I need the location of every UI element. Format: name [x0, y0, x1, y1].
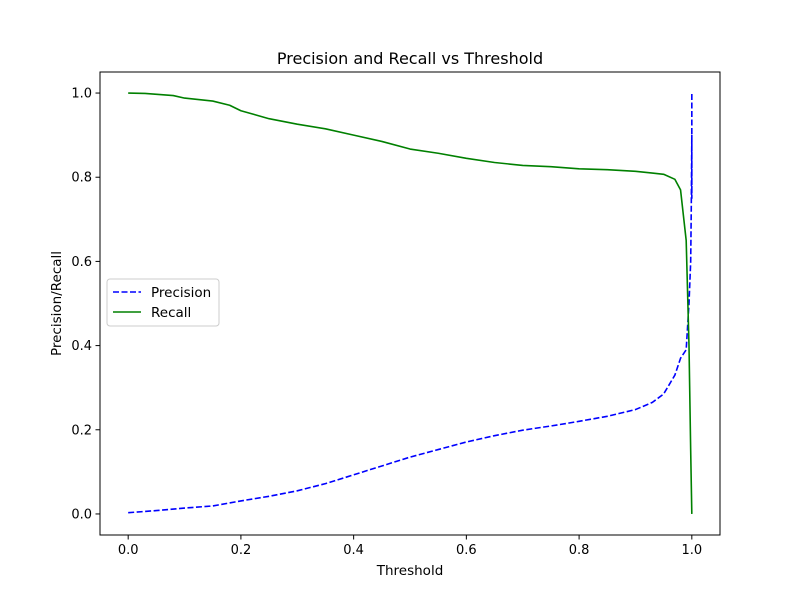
- series-line-recall: [128, 92, 693, 514]
- x-tick-label: 1.0: [681, 543, 702, 558]
- x-tick-label: 0.0: [118, 543, 139, 558]
- y-axis-ticks: 0.0 0.2 0.4 0.6 0.8 1.0: [71, 87, 100, 522]
- y-tick-label: 1.0: [71, 87, 92, 102]
- series-layer: [128, 92, 693, 514]
- y-axis-label: Precision/Recall: [49, 251, 65, 356]
- legend: Precision Recall: [106, 278, 220, 327]
- x-tick-label: 0.8: [569, 543, 590, 558]
- chart-title: Precision and Recall vs Threshold: [277, 49, 543, 68]
- legend-recall-label: Recall: [151, 305, 191, 321]
- x-axis-label: Threshold: [376, 563, 444, 579]
- x-axis-ticks: 0.0 0.2 0.4 0.6 0.8 1.0: [118, 535, 702, 558]
- x-tick-label: 0.2: [231, 543, 252, 558]
- x-tick-label: 0.6: [456, 543, 477, 558]
- legend-precision-label: Precision: [151, 285, 211, 301]
- legend-box: [106, 278, 220, 327]
- plot-frame: [99, 71, 721, 536]
- y-tick-label: 0.2: [71, 423, 92, 438]
- x-tick-label: 0.4: [343, 543, 364, 558]
- y-tick-label: 0.0: [71, 507, 92, 522]
- y-tick-label: 0.8: [71, 171, 92, 186]
- y-tick-label: 0.4: [71, 339, 92, 354]
- series-line-precision: [128, 93, 693, 514]
- y-tick-label: 0.6: [71, 255, 92, 270]
